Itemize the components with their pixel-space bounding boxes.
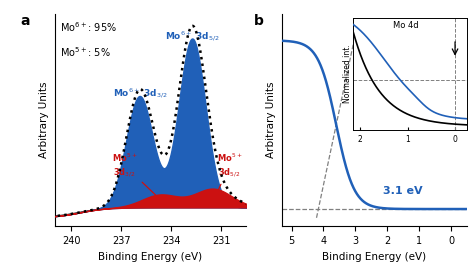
Text: Mo$^{6+}$: 95%: Mo$^{6+}$: 95%: [60, 20, 117, 34]
Y-axis label: Arbitrary Units: Arbitrary Units: [266, 82, 276, 158]
Text: Mo$^{5+}$
3d$_{3/2}$: Mo$^{5+}$ 3d$_{3/2}$: [112, 152, 165, 204]
Text: Mo$^{6+}$ 3d$_{5/2}$: Mo$^{6+}$ 3d$_{5/2}$: [165, 30, 219, 44]
Y-axis label: Arbitrary Units: Arbitrary Units: [39, 82, 49, 158]
Text: Mo$^{5+}$: 5%: Mo$^{5+}$: 5%: [60, 46, 111, 59]
Text: a: a: [20, 14, 29, 28]
Text: Mo$^{5+}$
3d$_{5/2}$: Mo$^{5+}$ 3d$_{5/2}$: [215, 152, 243, 197]
X-axis label: Binding Energy (eV): Binding Energy (eV): [99, 251, 202, 262]
X-axis label: Binding Energy (eV): Binding Energy (eV): [322, 251, 427, 262]
Text: b: b: [254, 14, 264, 28]
Text: Mo 4d: Mo 4d: [393, 21, 419, 30]
Text: Mo$^{6+}$ 3d$_{3/2}$: Mo$^{6+}$ 3d$_{3/2}$: [113, 87, 168, 101]
Text: 3.1 eV: 3.1 eV: [383, 186, 423, 196]
Y-axis label: Normalized int.: Normalized int.: [343, 44, 352, 103]
